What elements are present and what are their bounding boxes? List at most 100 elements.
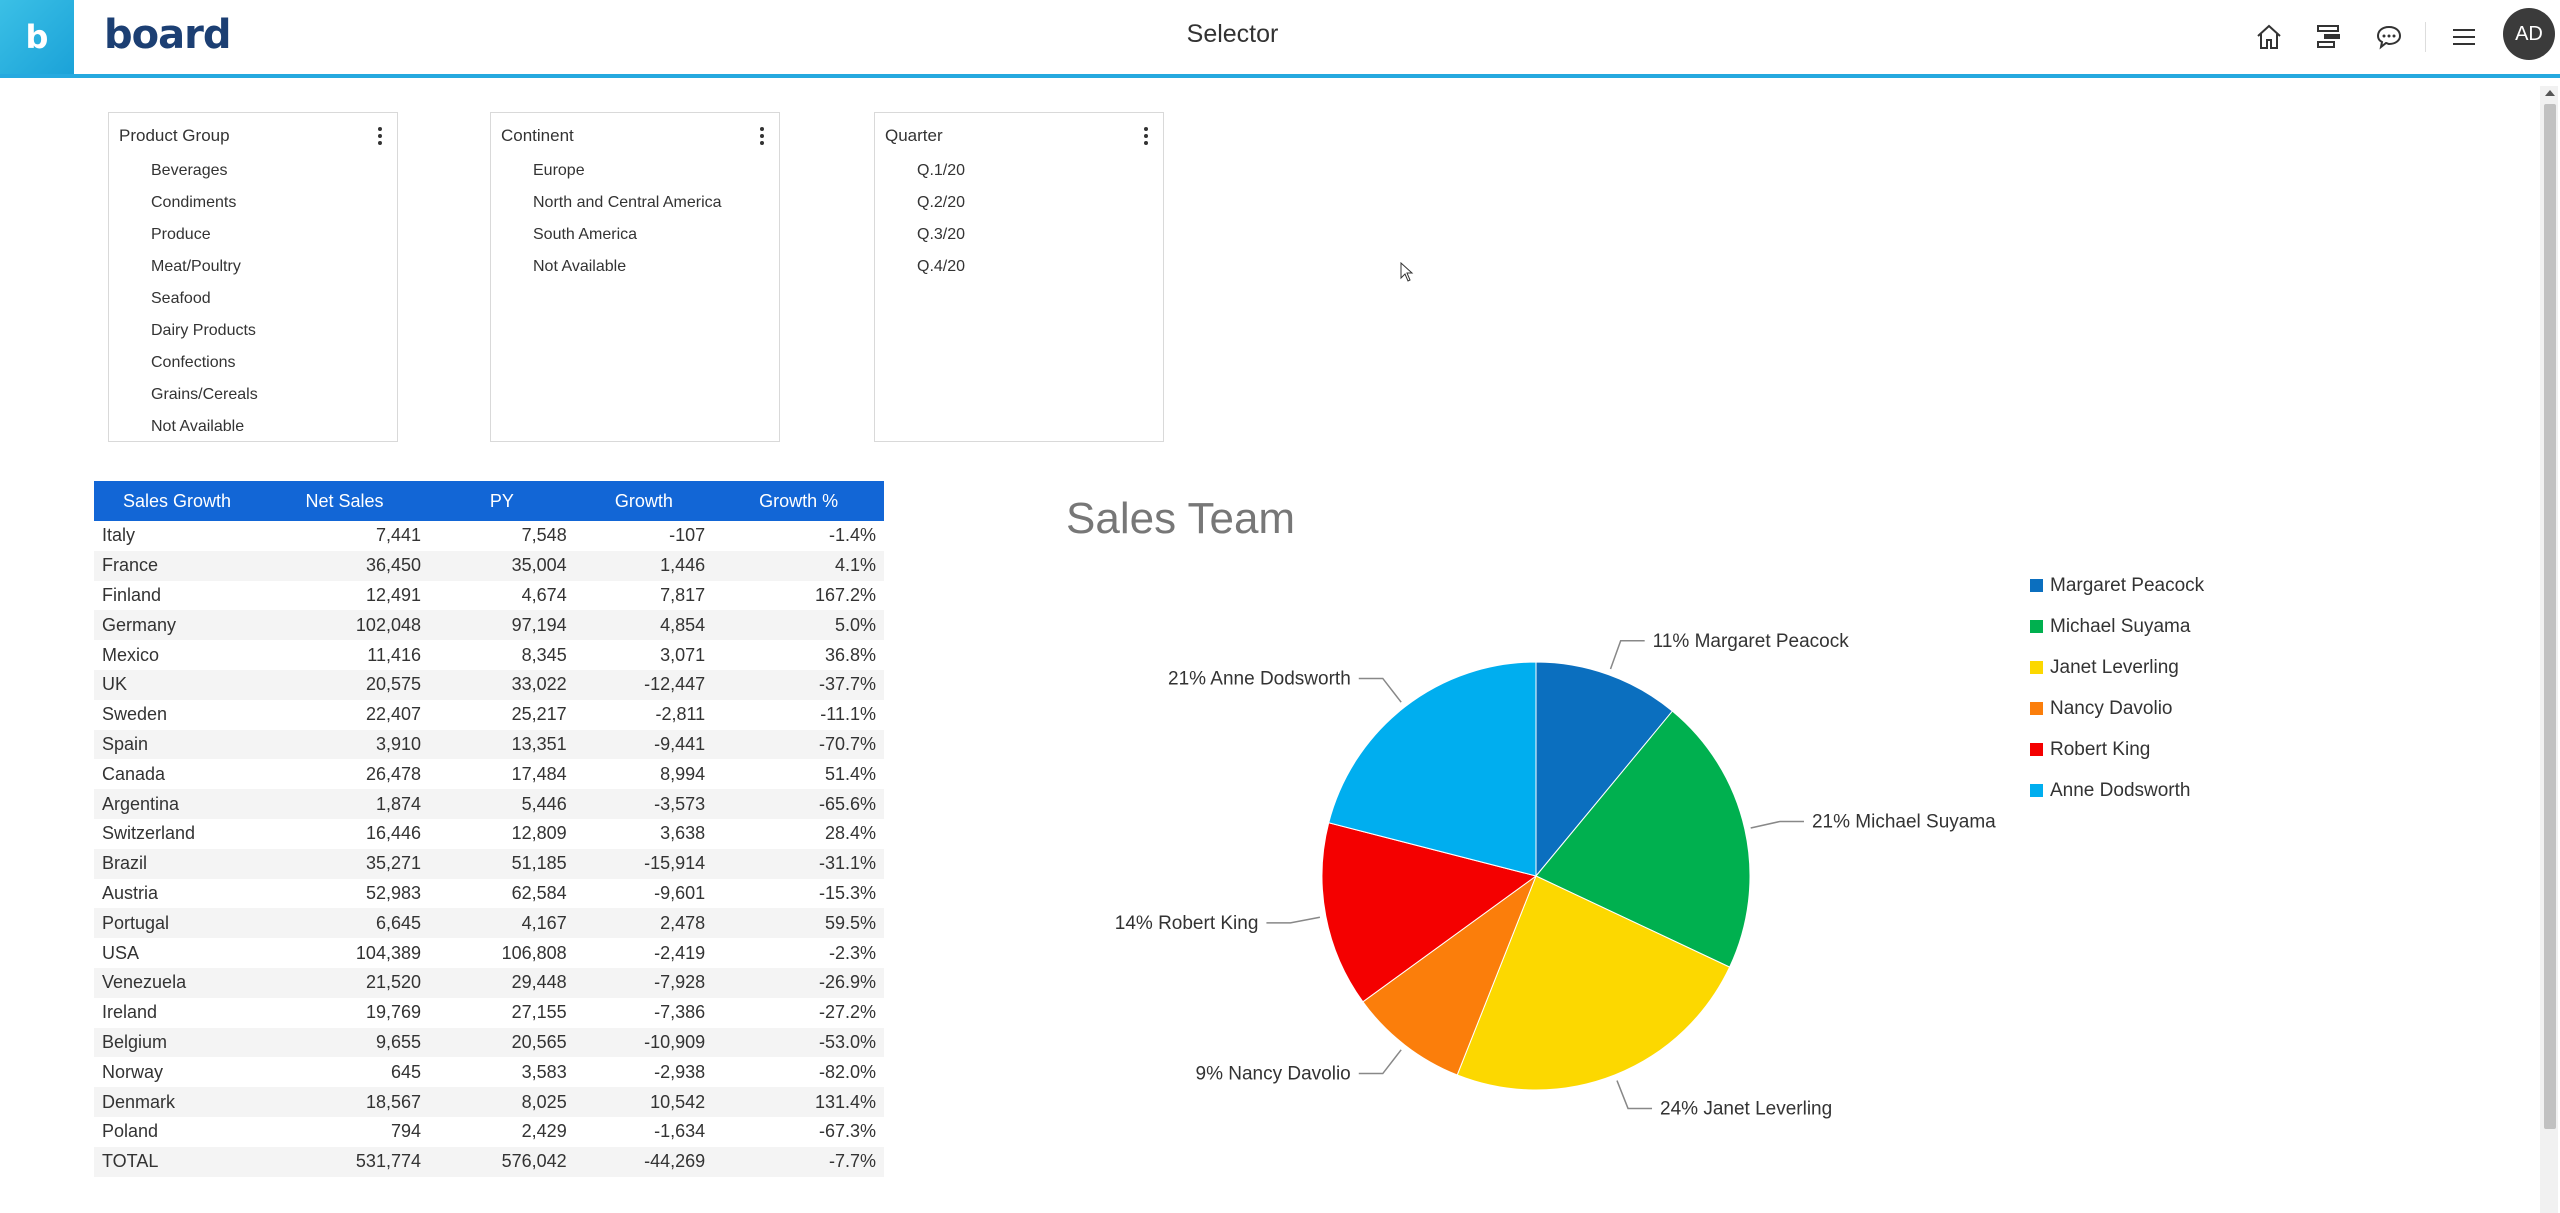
selector-item[interactable]: Seafood: [151, 290, 211, 307]
comment-icon[interactable]: [2372, 20, 2406, 54]
table-cell: 5,446: [429, 789, 575, 819]
legend-item[interactable]: Robert King: [2030, 736, 2204, 777]
table-row: Spain 3,910 13,351 -9,441 -70.7%: [94, 729, 884, 760]
legend-swatch: [2030, 579, 2043, 592]
table-row: Venezuela 21,520 29,448 -7,928 -26.9%: [94, 967, 884, 998]
table-cell: 18,567: [260, 1087, 429, 1117]
table-cell: 35,004: [429, 550, 575, 581]
brand-logo: board: [104, 12, 231, 58]
table-cell: 33,022: [429, 669, 575, 700]
avatar[interactable]: AD: [2503, 8, 2555, 60]
selector-item[interactable]: Beverages: [151, 162, 228, 179]
pie-slice[interactable]: [1362, 874, 1538, 1076]
selector-item[interactable]: Q.2/20: [917, 194, 966, 211]
selector-continent: Continent Europe North and Central Ameri…: [490, 112, 780, 442]
legend-label: Nancy Davolio: [2050, 698, 2173, 719]
legend-label: Janet Leverling: [2050, 657, 2179, 678]
legend-item[interactable]: Margaret Peacock: [2030, 572, 2204, 613]
row-label: Sweden: [102, 704, 168, 725]
table-cell: -7.7%: [713, 1146, 884, 1177]
app-logo[interactable]: b: [0, 0, 74, 74]
row-label: Italy: [102, 525, 136, 546]
home-icon[interactable]: [2252, 20, 2286, 54]
selector-item[interactable]: Dairy Products: [151, 322, 256, 339]
table-cell: -2.3%: [828, 942, 876, 963]
legend-swatch: [2030, 784, 2043, 797]
leader-line: [1609, 640, 1645, 670]
pie-slice[interactable]: [1535, 661, 1674, 878]
selector-item[interactable]: North and Central America: [533, 194, 722, 211]
table-cell: -37.7%: [713, 669, 884, 700]
column-header[interactable]: Sales Growth: [94, 481, 260, 521]
table-cell: 1,874: [260, 789, 429, 819]
table-cell: 8,025: [429, 1087, 575, 1117]
selector-item[interactable]: Not Available: [533, 258, 627, 275]
selector-list: Europe North and Central America South A…: [533, 161, 722, 289]
table-cell: -82.0%: [818, 1061, 876, 1082]
table-cell: -1.4%: [828, 525, 876, 546]
table-cell: 7,817: [660, 584, 706, 605]
table-cell: 3,910: [260, 729, 429, 760]
leader-line: [1358, 677, 1402, 703]
table-cell: 8,994: [660, 763, 706, 784]
table-cell: -31.1%: [713, 848, 884, 879]
more-options-icon[interactable]: [377, 127, 383, 147]
more-options-icon[interactable]: [1143, 127, 1149, 147]
more-options-icon[interactable]: [759, 127, 765, 147]
logo-letter: b: [25, 18, 49, 56]
column-header[interactable]: PY: [429, 481, 575, 521]
leader-line: [1358, 1049, 1402, 1075]
table-cell: -15,914: [574, 848, 714, 879]
selector-item[interactable]: South America: [533, 226, 638, 243]
table-cell: -7,928: [574, 967, 714, 998]
table-cell: -1,634: [654, 1121, 706, 1142]
selector-item[interactable]: Confections: [151, 354, 236, 371]
table-cell: 131.4%: [713, 1087, 884, 1117]
legend-label: Michael Suyama: [2050, 616, 2191, 637]
selector-item[interactable]: Condiments: [151, 194, 237, 211]
scroll-up-icon[interactable]: [2545, 90, 2555, 96]
table-row: USA 104,389 106,808 -2,419 -2.3%: [94, 938, 884, 968]
table-cell: 4.1%: [713, 550, 884, 581]
column-header[interactable]: Net Sales: [260, 481, 429, 521]
dataflow-icon[interactable]: [2312, 20, 2346, 54]
pie-slice[interactable]: [1328, 661, 1537, 877]
table-cell: 21,520: [260, 967, 429, 998]
legend-item[interactable]: Anne Dodsworth: [2030, 777, 2204, 818]
table-cell: -70.7%: [713, 729, 884, 760]
selector-item[interactable]: Produce: [151, 226, 211, 243]
selector-item[interactable]: Q.1/20: [917, 162, 966, 179]
table-cell: 20,575: [260, 669, 429, 700]
table-row: Ireland 19,769 27,155 -7,386 -27.2%: [94, 998, 884, 1028]
selector-item[interactable]: Q.4/20: [917, 258, 966, 275]
legend-item[interactable]: Michael Suyama: [2030, 613, 2204, 654]
selector-item[interactable]: Q.3/20: [917, 226, 966, 243]
menu-icon[interactable]: [2447, 20, 2481, 54]
table-row: Switzerland 16,446 12,809 3,638 28.4%: [94, 819, 884, 849]
pie-slice[interactable]: [1321, 822, 1538, 1003]
selector-item[interactable]: Not Available: [151, 418, 245, 435]
table-cell: 4,167: [429, 908, 575, 939]
pie-slice[interactable]: [1456, 875, 1731, 1091]
table-cell: 12,809: [511, 823, 567, 844]
column-header[interactable]: Growth: [574, 481, 714, 521]
selector-item[interactable]: Meat/Poultry: [151, 258, 241, 275]
table-cell: 51.4%: [824, 763, 876, 784]
selector-title: Continent: [501, 126, 574, 145]
table-cell: 97,194: [429, 610, 575, 641]
selector-item[interactable]: Grains/Cereals: [151, 386, 258, 403]
vertical-scrollbar[interactable]: [2540, 86, 2558, 1213]
table-cell: 7,441: [375, 525, 421, 546]
selector-item[interactable]: Europe: [533, 162, 585, 179]
legend-item[interactable]: Janet Leverling: [2030, 654, 2204, 695]
table-cell: -65.6%: [713, 789, 884, 819]
table-row: France 36,450 35,004 1,446 4.1%: [94, 550, 884, 581]
row-label: Argentina: [94, 789, 260, 819]
legend-item[interactable]: Nancy Davolio: [2030, 695, 2204, 736]
column-header[interactable]: Growth %: [713, 481, 884, 521]
table-cell: 16,446: [365, 823, 421, 844]
table-cell: 1,446: [574, 550, 714, 581]
scrollbar-thumb[interactable]: [2544, 104, 2556, 1129]
pie-slice[interactable]: [1535, 710, 1751, 968]
table-cell: 6,645: [260, 908, 429, 939]
